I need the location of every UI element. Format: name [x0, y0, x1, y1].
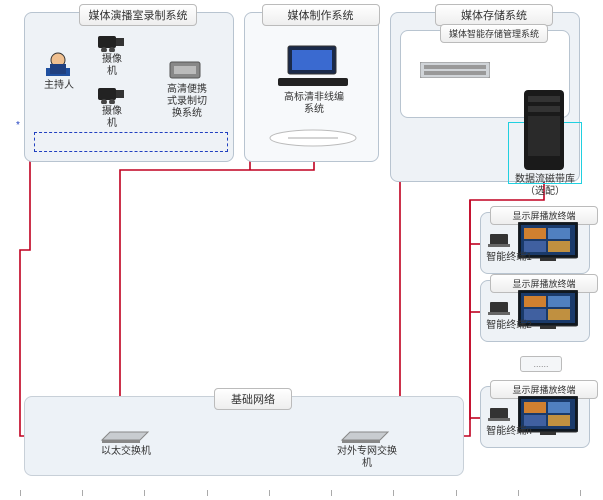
label: 高清便携式录制切换系统: [162, 84, 212, 120]
label: 摄像机: [98, 106, 126, 130]
title-net: 基础网络: [214, 388, 292, 410]
label: 对外专网交换机: [332, 446, 402, 470]
label: 数据流磁带库（选配）: [508, 174, 582, 198]
camera-icon: [96, 32, 126, 52]
ruler: [0, 486, 603, 496]
smart-terminal-icon: [488, 298, 510, 316]
smart-terminal-icon: [488, 230, 510, 248]
editor-icon: [278, 44, 348, 88]
rec-dashed-box: [34, 132, 228, 152]
label: 智能终端n: [484, 426, 534, 438]
oval-device-icon: [268, 128, 358, 148]
title-store: 媒体存储系统: [435, 4, 553, 26]
label: 高标清非线编系统: [276, 92, 352, 116]
label: 智能终端1: [484, 252, 534, 264]
camera-icon: [96, 84, 126, 104]
host-icon: [44, 50, 72, 78]
tape-server-icon: [520, 90, 568, 170]
title-prod: 媒体制作系统: [262, 4, 380, 26]
svg-text:*: *: [16, 120, 20, 131]
title-rec: 媒体演播室录制系统: [79, 4, 197, 26]
ellipsis-box: ......: [520, 356, 562, 372]
switch-icon: [100, 430, 150, 444]
storage-rack-icon: [420, 62, 490, 78]
label: 智能终端2: [484, 320, 534, 332]
title-store_inner: 媒体智能存储管理系统: [440, 24, 548, 43]
hd-switch-icon: [168, 56, 202, 82]
label: 摄像机: [98, 54, 126, 78]
switch-icon: [340, 430, 390, 444]
label: 以太交换机: [94, 446, 158, 458]
label: 主持人: [42, 80, 76, 92]
smart-terminal-icon: [488, 404, 510, 422]
